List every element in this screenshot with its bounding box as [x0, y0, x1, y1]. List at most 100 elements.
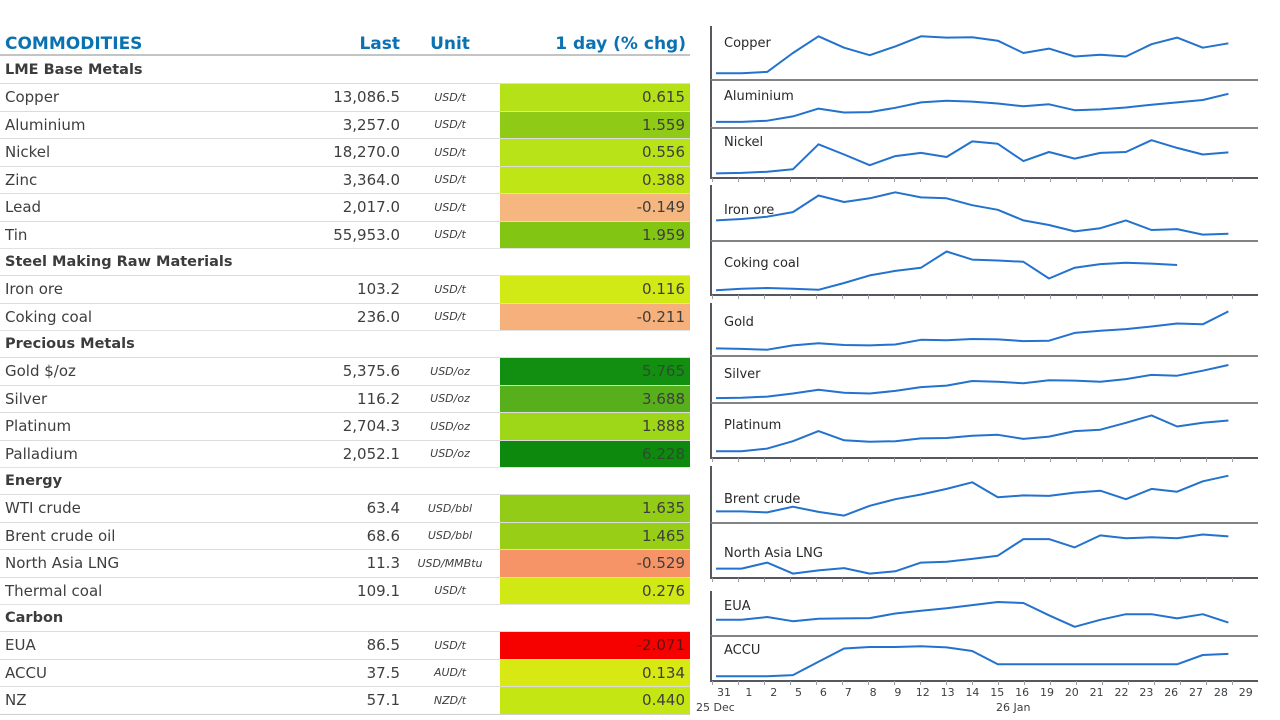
last-price: 5,375.6 [342, 362, 400, 381]
one-day-change-cell: -0.211 [500, 303, 690, 330]
unit: USD/t [434, 118, 466, 132]
x-tick-label-28: 28 [1213, 686, 1228, 699]
commodity-name: Copper [5, 88, 60, 107]
sparkline-group-4: Brent crude North Asia LNG [710, 466, 1258, 582]
table-row-lead: Lead 2,017.0 USD/t -0.149 [0, 193, 690, 221]
section-title: LME Base Metals [5, 61, 143, 78]
table-row-aluminium: Aluminium 3,257.0 USD/t 1.559 [0, 110, 690, 138]
sparkline-chart-iron-ore [715, 191, 1229, 236]
x-tick-label-14: 14 [965, 686, 980, 699]
last-price: 2,017.0 [342, 198, 400, 217]
x-tick-label-13: 13 [940, 686, 955, 699]
sparkline-chart-copper [716, 35, 1229, 75]
section-header-steel-making-raw-materials: Steel Making Raw Materials [0, 248, 690, 275]
last-price: 68.6 [366, 526, 400, 545]
sparkline-panel-aluminium: Aluminium [710, 79, 1258, 127]
sparkline-line [716, 414, 1229, 453]
one-day-change-cell: 0.116 [500, 276, 690, 303]
sparkline-label: ACCU [724, 643, 761, 658]
x-tick-label-1: 1 [745, 686, 753, 699]
commodity-name: Gold $/oz [5, 362, 76, 381]
sparkline-label: Coking coal [724, 256, 800, 271]
sparkline-panel-accu: ACCU [710, 635, 1258, 680]
sparkline-panel-brent-crude: Brent crude [710, 466, 1258, 522]
one-day-change-cell: -0.149 [500, 194, 690, 221]
unit: USD/oz [430, 447, 470, 461]
one-day-change-cell: 3.688 [500, 385, 690, 412]
one-day-change-cell: 1.635 [500, 495, 690, 522]
sparkline-label: North Asia LNG [724, 546, 823, 561]
sparkline-group-2: Iron ore Coking coal [710, 185, 1258, 299]
sparkline-line [716, 601, 1229, 628]
x-tick-label-27: 27 [1189, 686, 1204, 699]
sparkline-column: Copper Aluminium Nickel Iron ore Coking coal… [690, 0, 1280, 720]
sparkline-label: Aluminium [724, 89, 794, 104]
x-tick-label-8: 8 [869, 686, 877, 699]
sparkline-label: Nickel [724, 135, 764, 150]
last-price: 3,364.0 [342, 170, 400, 189]
unit: USD/t [434, 282, 466, 296]
table-row-accu: ACCU 37.5 AUD/t 0.134 [0, 658, 690, 686]
one-day-change-cell: 1.465 [500, 522, 690, 549]
one-day-change-cell: 0.388 [500, 166, 690, 193]
sparkline-chart-aluminium [716, 92, 1229, 123]
x-tick-label-31: 31 [717, 686, 731, 699]
one-day-change-cell: 0.134 [500, 659, 690, 686]
one-day-change-cell: 0.615 [500, 84, 690, 111]
commodity-name: Lead [5, 198, 42, 217]
sparkline-label: Brent crude [724, 492, 801, 507]
last-price: 55,953.0 [333, 225, 400, 244]
sparkline-chart-nickel [715, 139, 1229, 175]
sparkline-label: Silver [724, 367, 761, 382]
unit: USD/t [434, 200, 466, 214]
table-row-brent-crude-oil: Brent crude oil 68.6 USD/bbl 1.465 [0, 521, 690, 549]
sparkline-line [716, 35, 1229, 75]
commodity-name: EUA [5, 636, 36, 655]
sparkline-panel-silver: Silver [710, 355, 1258, 402]
x-tick-label-2: 2 [770, 686, 778, 699]
table-header-last: Last [359, 34, 400, 54]
unit: USD/oz [430, 364, 470, 378]
table-header-unit: Unit [430, 34, 470, 54]
section-header-lme-base-metals: LME Base Metals [0, 56, 690, 83]
x-tick-label-23: 23 [1139, 686, 1154, 699]
commodities-table-body: LME Base Metals Copper 13,086.5 USD/t 0.615 A… [0, 56, 690, 714]
x-tick-label-22: 22 [1114, 686, 1129, 699]
sparkline-groups: Copper Aluminium Nickel Iron ore Coking coal… [710, 26, 1258, 685]
x-tick-label-16: 16 [1015, 686, 1030, 699]
table-header-1day-chg: 1 day (% chg) [555, 34, 686, 54]
section-title: Carbon [5, 610, 64, 626]
last-price: 236.0 [357, 307, 400, 326]
unit: USD/oz [430, 419, 470, 433]
sparkline-panel-gold: Gold [710, 303, 1258, 355]
table-row-copper: Copper 13,086.5 USD/t 0.615 [0, 83, 690, 111]
table-row-iron-ore: Iron ore 103.2 USD/t 0.116 [0, 275, 690, 303]
commodity-name: Tin [5, 225, 28, 244]
table-row-tin: Tin 55,953.0 USD/t 1.959 [0, 220, 690, 248]
one-day-change-cell: -2.071 [500, 632, 690, 659]
commodity-name: Zinc [5, 170, 38, 189]
unit: USD/bbl [427, 501, 473, 515]
unit: USD/t [434, 584, 466, 598]
last-price: 86.5 [366, 636, 400, 655]
table-row-platinum: Platinum 2,704.3 USD/oz 1.888 [0, 412, 690, 440]
commodity-name: NZ [5, 691, 27, 710]
unit: USD/t [434, 310, 466, 324]
sparkline-group-5: EUA ACCU [710, 591, 1258, 685]
sparkline-line [715, 139, 1229, 175]
sparkline-label: Gold [724, 315, 754, 330]
last-price: 11.3 [366, 554, 400, 573]
sparkline-panel-nickel: Nickel [710, 127, 1258, 177]
table-header-row: COMMODITIES Last Unit 1 day (% chg) [0, 26, 690, 56]
last-price: 2,052.1 [342, 444, 400, 463]
table-row-nickel: Nickel 18,270.0 USD/t 0.556 [0, 138, 690, 166]
unit: USD/t [434, 638, 466, 652]
x-tick-label-9: 9 [894, 686, 902, 699]
unit: USD/MMBtu [417, 556, 483, 570]
sparkline-label: Copper [724, 36, 771, 51]
x-tick-label-7: 7 [844, 686, 852, 699]
one-day-change-cell: 0.556 [500, 139, 690, 166]
commodity-name: North Asia LNG [5, 554, 120, 573]
x-axis-tick-labels: 31 1 2 5 6 7 8 9 12 13 14 15 16 19 20 21 22 23 26 27 28 29 [710, 686, 1258, 701]
